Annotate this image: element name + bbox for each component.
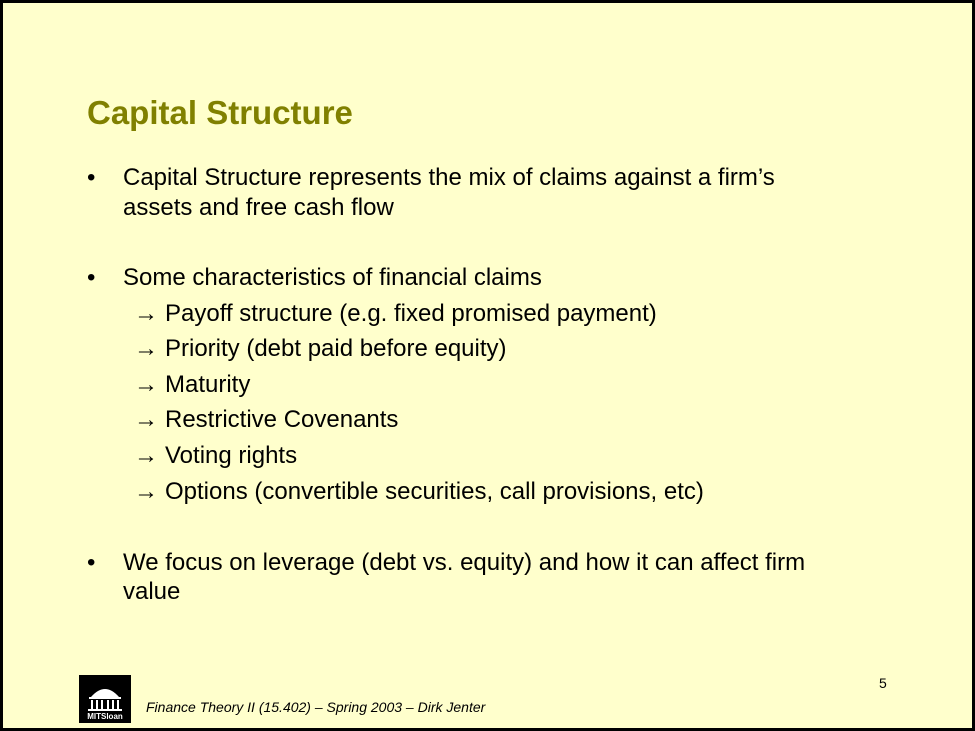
bullet-marker: • [87,264,96,291]
sub-item-text: Maturity [165,371,251,398]
sub-item: → Restrictive Covenants [134,405,398,435]
sub-item-text: Payoff structure (e.g. fixed promised pa… [165,300,657,327]
bullet-text-line: Capital Structure represents the mix of … [123,164,775,191]
mit-sloan-logo: MITSloan [79,675,131,723]
bullet-text-line: assets and free cash flow [123,194,394,221]
arrow-icon: → [134,335,158,362]
sub-item-text: Voting rights [165,442,298,469]
arrow-icon: → [134,371,158,398]
page-number: 5 [879,675,887,691]
sub-item-text: Priority (debt paid before equity) [165,335,507,362]
sub-item: → Options (convertible securities, call p… [134,477,704,507]
arrow-icon: → [134,406,158,433]
sub-item: → Voting rights [134,441,297,471]
bullet-text-line: We focus on leverage (debt vs. equity) a… [123,549,806,576]
bullet-marker: • [87,549,96,576]
slide-title: Capital Structure [87,94,353,131]
sub-item: → Payoff structure (e.g. fixed promised p… [134,299,657,329]
dome-icon [88,689,122,711]
footer-text: Finance Theory II (15.402) – Spring 2003… [146,699,486,715]
bullet-text-line: Some characteristics of financial claims [123,264,542,291]
arrow-icon: → [134,300,158,327]
sub-item: → Priority (debt paid before equity) [134,334,507,364]
arrow-icon: → [134,442,158,469]
bullet-text-line: value [123,578,181,605]
sub-item: → Maturity [134,370,250,400]
sub-item-text: Restrictive Covenants [165,406,399,433]
sub-item-text: Options (convertible securities, call pr… [165,478,704,505]
arrow-icon: → [134,478,158,505]
bullet-marker: • [87,164,96,191]
logo-text: MITSloan [87,712,123,721]
